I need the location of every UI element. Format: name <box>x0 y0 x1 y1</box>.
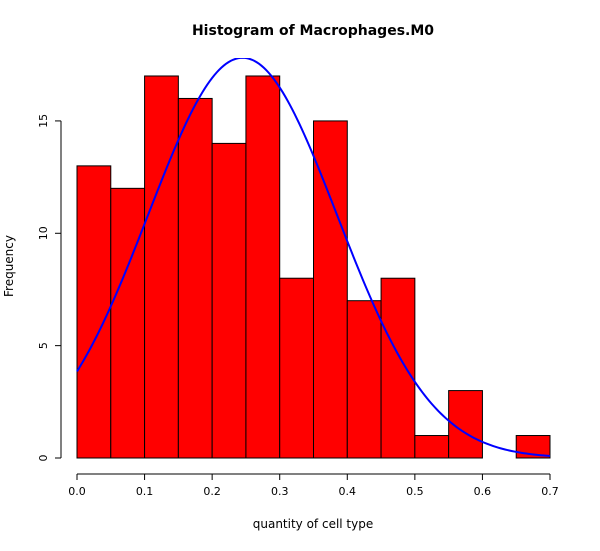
x-tick-label: 0.1 <box>136 485 154 498</box>
x-tick-label: 0.4 <box>339 485 357 498</box>
x-tick-label: 0.5 <box>406 485 424 498</box>
histogram-bar <box>110 187 146 459</box>
histogram-bar <box>76 165 112 459</box>
normal-density-curve <box>76 58 551 457</box>
y-tick-label: 10 <box>37 226 50 240</box>
x-axis-label: quantity of cell type <box>253 517 374 531</box>
x-tick-label: 0.3 <box>271 485 289 498</box>
histogram-bar <box>177 97 213 459</box>
histogram-bar <box>279 277 315 459</box>
histogram-bar <box>313 120 348 459</box>
histogram-bar <box>144 75 179 459</box>
y-tick-label: 0 <box>37 455 50 462</box>
x-axis: 0.0 0.1 0.2 0.3 0.4 0.5 0.6 0.7 <box>68 473 559 498</box>
x-tick-label: 0.0 <box>68 485 86 498</box>
chart-title: Histogram of Macrophages.M0 <box>192 23 434 39</box>
histogram-bar <box>346 300 382 459</box>
histogram-bars <box>76 75 551 459</box>
histogram-bar <box>414 435 450 459</box>
x-tick-label: 0.2 <box>203 485 221 498</box>
y-axis-label: Frequency <box>2 235 16 297</box>
density-curve-layer <box>76 58 551 457</box>
x-tick-label: 0.7 <box>541 485 559 498</box>
y-tick-label: 15 <box>37 114 50 128</box>
histogram-bar <box>380 277 416 459</box>
y-tick-label: 5 <box>37 342 50 349</box>
histogram-bar <box>211 142 247 459</box>
y-axis: 0 5 10 15 <box>37 114 62 462</box>
x-tick-label: 0.6 <box>474 485 492 498</box>
histogram-bar <box>245 75 281 459</box>
